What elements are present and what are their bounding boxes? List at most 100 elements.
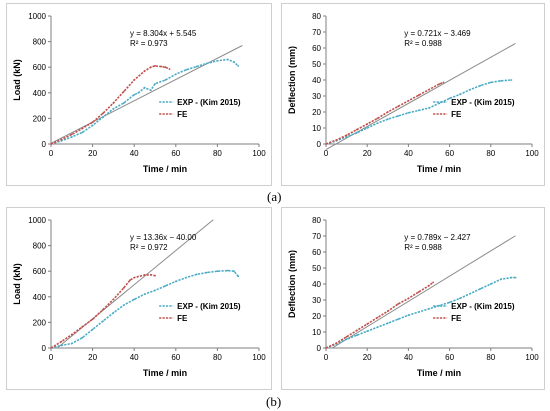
data-point-fe [366,123,369,125]
x-tick-label: 40 [404,149,413,158]
data-point-exp [356,131,358,134]
legend-label-fe: FE [177,314,188,323]
y-tick-label: 600 [33,63,47,72]
y-tick-label: 800 [33,38,47,47]
y-tick-label: 400 [33,293,47,302]
data-point-exp [500,79,502,82]
data-point-exp [417,311,420,313]
data-point-exp [500,278,502,281]
data-point-fe [438,83,441,85]
x-tick-label: 80 [486,149,495,158]
series-line-fe [50,65,170,145]
chart-b-load: 0 200 400 600 800 1000 0 20 40 60 80 100 Time / min L… [12,216,266,378]
data-point-fe [168,68,171,71]
x-tick-label: 80 [213,353,222,362]
data-point-fe [81,325,84,328]
data-point-fe [112,102,115,104]
x-tick-label: 60 [445,149,454,158]
x-tick-label: 60 [171,149,180,158]
fit-equation-label: y = 0.789x − 2.427 [404,233,471,242]
data-point-fe [335,139,338,141]
data-point-fe [432,281,435,284]
data-point-fe [345,335,348,338]
series-line-fe [325,281,434,349]
data-point-exp [417,109,420,112]
x-tick-label: 20 [88,353,97,362]
x-tick-label: 20 [88,149,97,158]
data-point-fe [70,333,73,336]
x-tick-label: 20 [363,353,372,362]
data-point-exp [366,127,369,129]
data-point-exp [122,102,125,104]
data-point-fe [164,66,167,69]
data-point-exp [407,314,410,317]
data-point-fe [81,127,84,130]
series-line-exp [325,276,516,349]
data-point-exp [407,111,410,114]
y-tick-label: 50 [312,264,321,273]
data-point-fe [143,274,146,276]
data-point-exp [479,84,482,87]
x-tick-label: 40 [130,149,139,158]
y-tick-label: 600 [33,267,47,276]
data-point-fe [442,81,445,84]
data-point-fe [366,323,369,325]
data-point-fe [133,276,136,279]
data-point-exp [195,273,198,276]
data-point-fe [386,310,389,313]
legend-label-exp: EXP - (Kim 2015) [451,302,515,311]
chart-panel-b-deflection: 0 10 20 30 40 50 60 70 80 0 20 40 60 80 100 Time / min D… [281,207,545,390]
y-tick-label: 40 [312,280,321,289]
data-point-exp [489,81,492,84]
x-tick-label: 80 [486,353,495,362]
y-tick-label: 60 [312,248,321,257]
fit-equation-label: y = 0.721x − 3.469 [404,29,471,38]
data-point-exp [438,304,441,307]
x-tick-label: 0 [49,149,54,158]
data-point-fe [50,347,52,349]
x-tick-label: 40 [404,353,413,362]
legend-label-fe: FE [177,110,188,119]
data-point-exp [143,86,146,89]
data-point-fe [407,99,410,102]
data-point-exp [143,293,146,296]
x-tick-label: 100 [525,353,539,362]
data-point-exp [237,275,240,278]
data-point-fe [325,347,327,349]
data-point-exp [164,79,167,81]
y-tick-label: 200 [33,114,47,123]
x-axis-label: Time / min [143,164,187,174]
data-point-exp [226,269,229,272]
x-tick-label: 40 [130,353,139,362]
series-line-exp [50,269,239,349]
y-tick-label: 0 [42,140,47,149]
data-point-exp [510,276,513,279]
data-point-exp [397,318,399,321]
data-point-exp [428,107,430,109]
data-point-exp [137,91,140,94]
data-point-fe [91,318,94,321]
fit-r2-label: R² = 0.972 [130,243,168,252]
data-point-fe [143,70,146,72]
x-tick-label: 0 [324,149,329,158]
data-point-exp [237,65,240,67]
y-tick-label: 800 [33,242,47,251]
legend-label-exp: EXP - (Kim 2015) [451,98,515,107]
data-point-fe [129,279,131,282]
data-point-fe [417,291,420,293]
data-point-exp [70,136,73,138]
data-point-exp [133,93,136,96]
data-point-exp [70,342,73,345]
data-point-exp [174,73,177,76]
y-axis-label: Deflection (mm) [287,250,297,318]
data-point-fe [149,66,152,69]
x-tick-label: 100 [525,149,539,158]
fit-r2-label: R² = 0.988 [404,39,442,48]
data-point-fe [112,298,115,301]
data-point-exp [510,79,513,81]
x-tick-label: 20 [363,149,372,158]
legend-label-exp: EXP - (Kim 2015) [177,302,241,311]
data-point-exp [233,270,235,273]
chart-a-deflection: 0 10 20 30 40 50 60 70 80 0 20 40 60 80 100 Time / min D… [287,12,539,174]
data-point-exp [459,93,461,96]
